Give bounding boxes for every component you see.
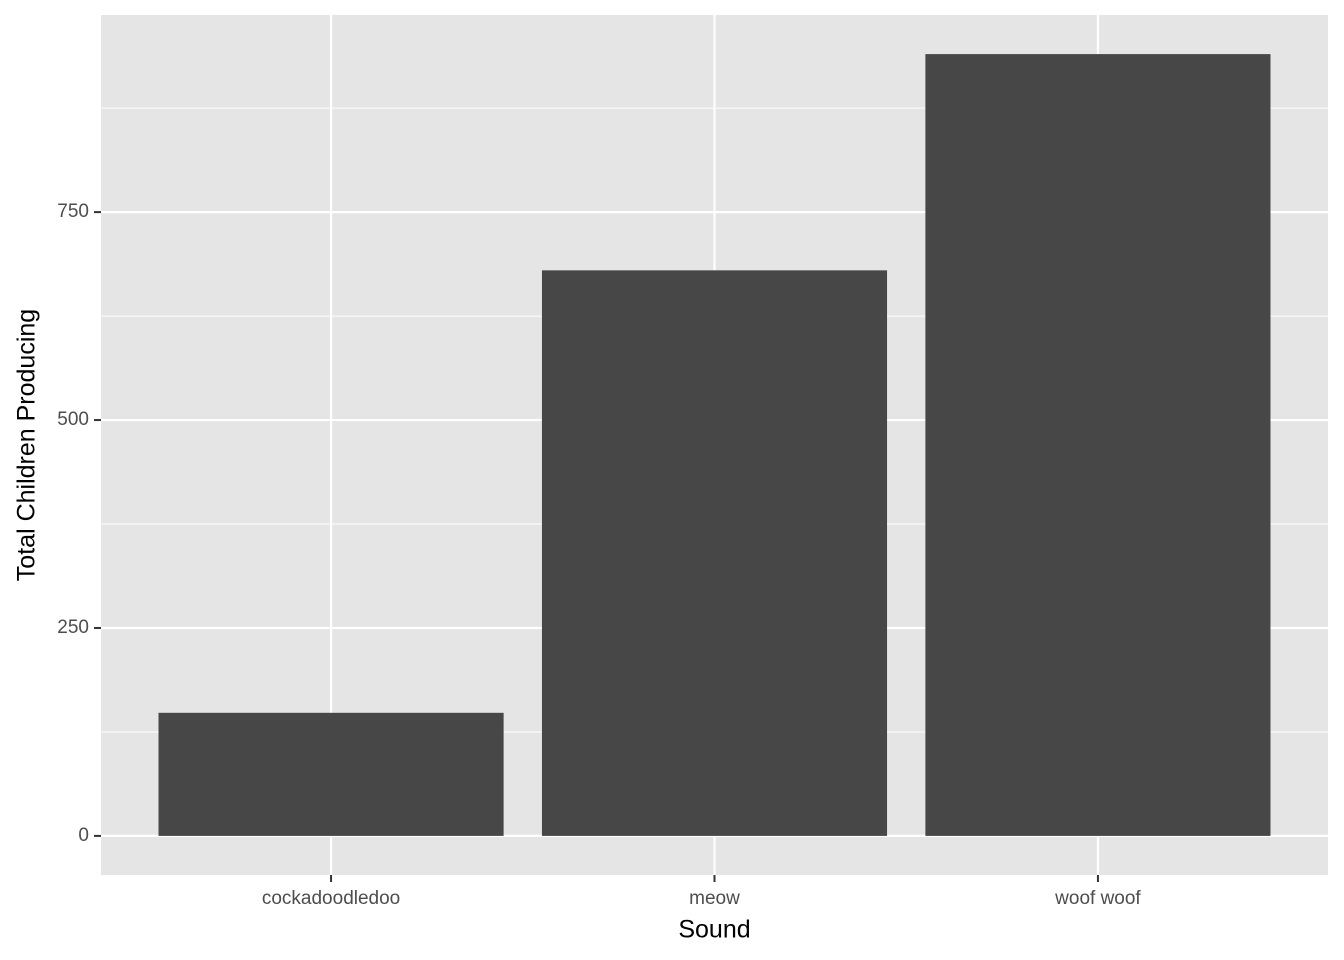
bar <box>925 54 1271 836</box>
y-tick-label: 250 <box>57 617 89 638</box>
bars <box>158 54 1271 836</box>
x-tick-label: woof woof <box>1054 888 1141 909</box>
y-tick-label: 0 <box>78 825 89 846</box>
bar <box>158 712 504 836</box>
y-tick-label: 750 <box>57 201 89 222</box>
bar <box>541 270 888 836</box>
x-tick-label: cockadoodledoo <box>262 888 400 909</box>
x-axis-title: Sound <box>678 916 750 944</box>
y-axis-title: Total Children Producing <box>13 309 41 581</box>
y-tick-label: 500 <box>57 409 89 430</box>
x-tick-label: meow <box>689 888 740 909</box>
